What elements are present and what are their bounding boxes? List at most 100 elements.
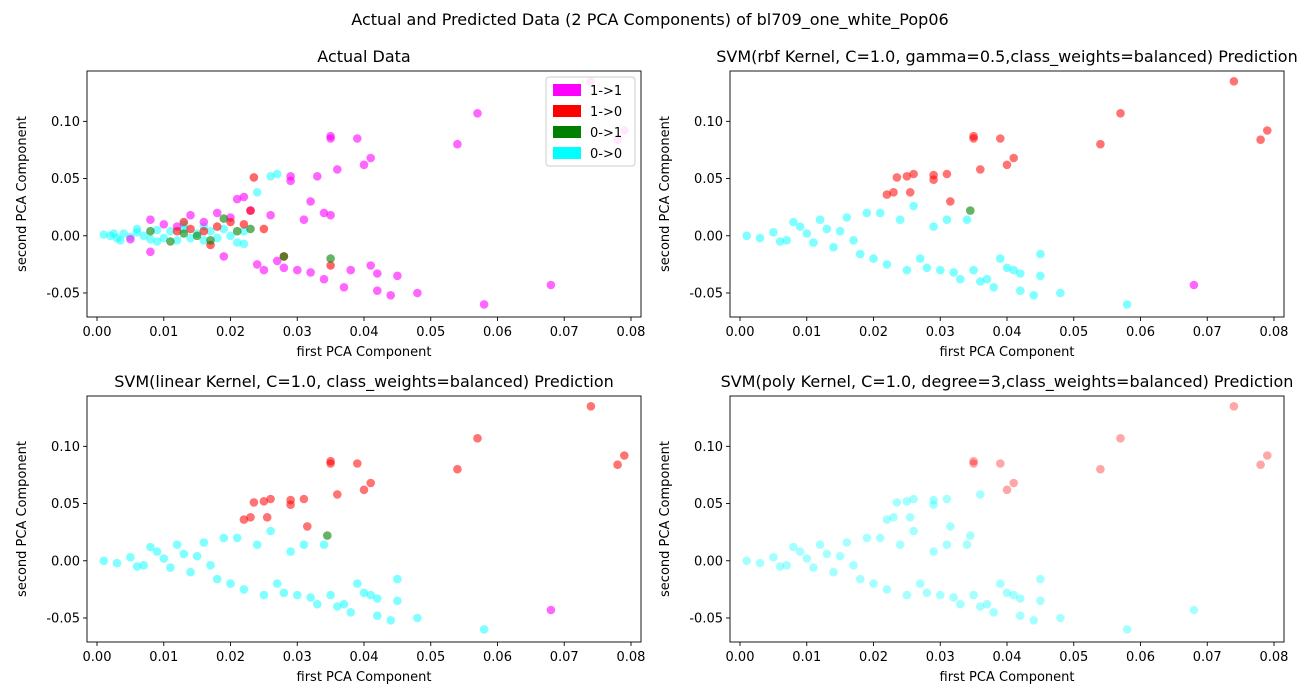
data-point [166, 226, 175, 236]
data-point [1009, 265, 1018, 275]
data-point [1036, 574, 1045, 584]
data-point [239, 585, 249, 594]
data-point [835, 551, 845, 561]
data-point [219, 224, 229, 234]
data-point [313, 599, 322, 609]
data-point [339, 283, 349, 292]
series-1->1 [1189, 280, 1199, 290]
x-tick-label: 0.08 [1260, 650, 1289, 665]
data-point [252, 260, 262, 269]
data-point [962, 540, 972, 549]
data-point [795, 547, 805, 556]
data-point [159, 220, 169, 229]
data-point [179, 217, 189, 227]
data-point [249, 173, 259, 182]
x-tick-label: 0.01 [792, 325, 821, 340]
x-tick-label: 0.01 [149, 650, 178, 665]
data-point [252, 188, 262, 197]
data-point [359, 160, 369, 170]
data-point [922, 263, 932, 273]
data-point [1016, 286, 1025, 296]
data-point [989, 283, 998, 292]
data-point [742, 556, 751, 566]
data-point [319, 208, 329, 218]
data-point [929, 495, 938, 505]
data-point [929, 547, 938, 556]
data-point [373, 594, 382, 603]
data-point [892, 173, 902, 182]
data-point [956, 274, 965, 284]
legend-swatch [553, 126, 581, 138]
data-point [620, 451, 629, 460]
data-point [259, 590, 269, 600]
data-point [996, 579, 1005, 588]
data-point [855, 574, 865, 584]
y-tick-label: 0.00 [694, 554, 723, 569]
data-point [323, 531, 332, 540]
data-point [299, 215, 309, 224]
series-0->1 [323, 531, 332, 540]
x-axis-label: first PCA Component [940, 345, 1075, 360]
data-point [882, 515, 892, 524]
data-point [849, 561, 858, 570]
data-point [386, 616, 396, 625]
data-point [966, 206, 975, 215]
data-point [339, 599, 349, 609]
data-point [239, 239, 249, 249]
data-point [393, 574, 402, 584]
data-point [206, 236, 215, 245]
data-point [266, 526, 275, 536]
y-tick-label: 0.10 [51, 440, 80, 455]
data-point [1009, 478, 1018, 488]
data-point [232, 238, 242, 247]
data-point [259, 224, 269, 234]
data-point [179, 549, 189, 559]
data-point [473, 434, 482, 443]
data-point [902, 172, 912, 181]
data-point [319, 540, 329, 549]
data-point [219, 533, 229, 543]
data-point [366, 590, 376, 600]
data-point [849, 236, 858, 245]
data-point [902, 590, 912, 600]
data-point [393, 596, 402, 606]
data-point [902, 265, 912, 275]
data-point [286, 172, 295, 181]
x-tick-label: 0.05 [1059, 650, 1088, 665]
data-point [192, 551, 202, 561]
data-point [159, 233, 169, 243]
data-point [1096, 139, 1105, 149]
data-point [982, 274, 992, 284]
series-1->0 [969, 402, 1272, 495]
y-tick-label: 0.10 [694, 115, 723, 130]
data-point [996, 254, 1005, 263]
y-tick-label: 0.10 [694, 440, 723, 455]
data-point [326, 456, 335, 466]
data-point [936, 590, 945, 600]
data-point [1096, 464, 1105, 474]
data-point [112, 558, 122, 568]
data-point [755, 558, 765, 568]
data-point [199, 226, 209, 236]
data-point [989, 608, 998, 617]
data-point [393, 271, 402, 281]
x-tick-label: 0.00 [726, 650, 755, 665]
data-point [199, 236, 209, 245]
data-point [946, 197, 955, 206]
data-point [809, 563, 818, 572]
data-point [895, 215, 905, 224]
data-point [892, 498, 902, 507]
data-point [266, 172, 275, 181]
data-point [905, 513, 915, 522]
x-tick-label: 0.07 [1193, 325, 1222, 340]
data-point [956, 599, 965, 609]
data-point [286, 495, 295, 505]
data-point [262, 513, 272, 522]
y-axis-label: second PCA Component [658, 441, 673, 597]
x-tick-label: 0.07 [1193, 650, 1222, 665]
data-point [862, 533, 872, 543]
plot-frame [729, 395, 1285, 643]
data-point [246, 513, 255, 522]
data-point [326, 590, 335, 600]
x-tick-label: 0.04 [993, 650, 1022, 665]
